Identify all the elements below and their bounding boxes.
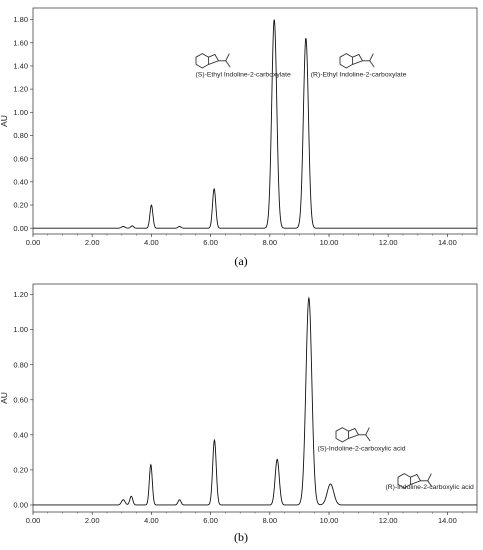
chromatogram-a: 0.00 2.00 4.00 6.00 8.00 10.00 12.00 14.00 0.00 0… [0, 7, 478, 247]
x-tick-label: 4.00 [144, 238, 159, 247]
y-tick-label: 0.80 [13, 360, 28, 369]
x-tick-label: 14.00 [438, 516, 457, 525]
x-tick-label: 12.00 [379, 516, 398, 525]
x-tick-label: 10.00 [320, 516, 339, 525]
y-tick-label: 0.20 [13, 466, 28, 475]
y-axis-label: AU [0, 115, 9, 127]
chromatogram-trace [33, 296, 477, 506]
x-tick-label: 2.00 [85, 238, 100, 247]
plot-frame [32, 7, 478, 235]
x-tick-label: 4.00 [144, 516, 159, 525]
compound-label: (S)-Indoline-2-carboxylic acid [318, 446, 406, 453]
y-axis-label: AU [0, 392, 9, 404]
compound-label: (S)-Ethyl Indoline-2-carboxylate [196, 71, 291, 78]
s-ethyl-indoline-structure-icon [195, 53, 231, 69]
x-tick-label: 8.00 [262, 238, 277, 247]
x-tick-label: 10.00 [320, 238, 339, 247]
r-indoline-acid-structure-icon [397, 473, 433, 489]
x-tick-label: 0.00 [26, 238, 41, 247]
y-tick-label: 1.40 [13, 62, 28, 71]
x-tick-label: 6.00 [203, 516, 218, 525]
y-tick-label: 1.00 [13, 325, 28, 334]
compound-label: (R)-Ethyl Indoline-2-carboxylate [311, 71, 407, 78]
y-tick-label: 1.80 [13, 15, 28, 24]
y-tick-label: 0.00 [13, 224, 28, 233]
x-tick-label: 2.00 [85, 516, 100, 525]
y-tick-label: 1.20 [13, 290, 28, 299]
y-tick-label: 0.80 [13, 131, 28, 140]
y-tick-label: 1.20 [13, 85, 28, 94]
compound-label: (R)-Indoline-2-carboxylic acid [385, 484, 474, 491]
x-tick-label: 12.00 [379, 238, 398, 247]
chromatogram-b: 0.00 2.00 4.00 6.00 8.00 10.00 12.00 14.00 0.00 0… [0, 283, 478, 525]
y-tick-label: 1.60 [13, 38, 28, 47]
r-ethyl-indoline-structure-icon [339, 53, 375, 69]
y-tick-label: 0.40 [13, 177, 28, 186]
y-tick-label: 0.40 [13, 430, 28, 439]
y-tick-label: 0.20 [13, 201, 28, 210]
panel-label-a: (a) [234, 254, 247, 268]
y-tick-label: 0.60 [13, 154, 28, 163]
x-tick-label: 0.00 [26, 516, 41, 525]
x-tick-label: 14.00 [438, 238, 457, 247]
x-tick-label: 6.00 [203, 238, 218, 247]
s-indoline-acid-structure-icon [335, 427, 371, 443]
y-tick-label: 0.00 [13, 501, 28, 510]
y-tick-label: 0.60 [13, 395, 28, 404]
chromatogram-trace [33, 19, 477, 229]
y-tick-label: 1.00 [13, 108, 28, 117]
x-tick-label: 8.00 [262, 516, 277, 525]
panel-label-b: (b) [234, 530, 248, 544]
